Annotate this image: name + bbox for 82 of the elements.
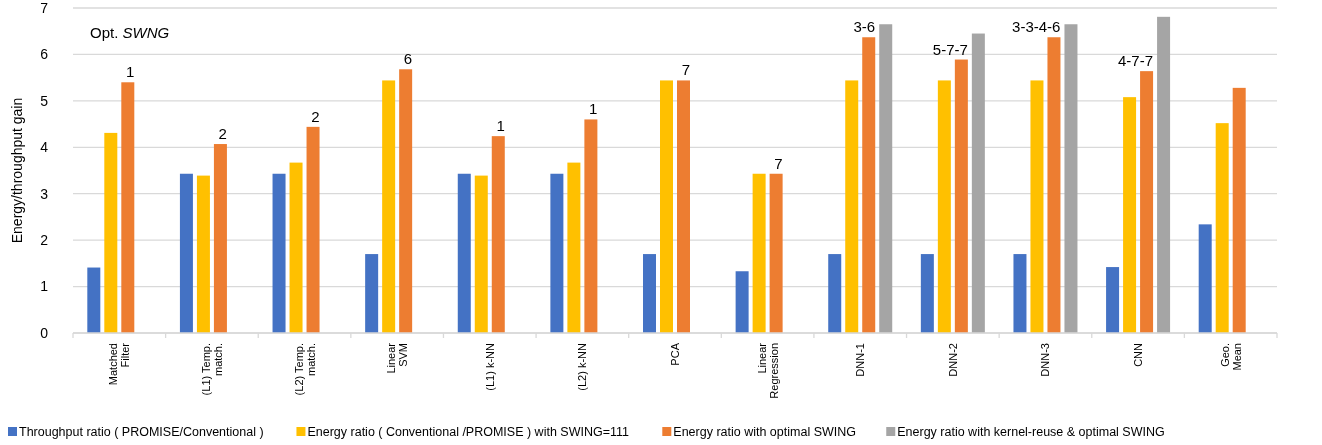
bar [1157, 16, 1171, 333]
y-tick-label: 7 [40, 0, 49, 16]
x-tick-label: Geo. Mean [1218, 343, 1243, 371]
bar [104, 132, 118, 333]
bar [1123, 97, 1137, 333]
bar [862, 37, 876, 333]
bar [769, 173, 783, 333]
x-tick-label: (L1) k-NN [483, 342, 496, 391]
y-tick-label: 6 [40, 46, 49, 63]
bar [1198, 224, 1212, 333]
bar [121, 82, 135, 333]
bar [306, 126, 320, 333]
x-tick-label: DNN-1 [854, 343, 867, 377]
x-tick-label: Linear Regression [755, 342, 780, 399]
legend-label: Energy ratio ( Conventional /PROMISE ) with SWING=111 [307, 425, 630, 439]
y-axis-title: Energy/throughput gain [9, 97, 25, 244]
annotation: 1 [496, 117, 505, 135]
bar [1064, 24, 1078, 333]
annotation: 2 [311, 107, 320, 125]
x-tick-label: PCA [669, 342, 681, 366]
bar [491, 136, 505, 333]
bar [735, 271, 749, 333]
bar [752, 173, 766, 333]
y-tick-label: 1 [40, 278, 49, 295]
x-tick-label: CNN [1132, 342, 1145, 367]
bar [213, 144, 227, 333]
annotation: 7 [681, 61, 690, 79]
annotation: 7 [774, 154, 783, 172]
bar [677, 80, 690, 333]
legend-label: Throughput ratio ( PROMISE/Conventional ) [19, 425, 264, 439]
annotation: 5-7-7 [932, 40, 968, 58]
bar [1013, 254, 1027, 333]
y-tick-label: 0 [40, 324, 49, 341]
bar [550, 173, 564, 333]
bar [643, 254, 656, 333]
bar [584, 119, 598, 333]
bar [920, 254, 934, 333]
bar [828, 254, 842, 333]
x-tick-label: (L1) Temp. match. [199, 343, 224, 396]
bar [1215, 123, 1229, 333]
annotation: 3-3-4-6 [1012, 18, 1061, 36]
bar [1030, 80, 1044, 333]
bar [971, 33, 985, 333]
bar [1140, 71, 1154, 333]
legend-label: Energy ratio with optimal SWING [673, 425, 856, 439]
bar [365, 254, 379, 333]
legend-label: Energy ratio with kernel-reuse & optimal SWING [897, 425, 1165, 439]
annotation: 1 [125, 63, 135, 81]
annotation: Opt. SWNG [90, 24, 170, 42]
bar [937, 80, 951, 333]
x-tick-label: Matched Filter [107, 342, 132, 386]
bar [179, 173, 193, 333]
x-tick-label: (L2) k-NN [576, 342, 589, 391]
bar [567, 162, 581, 333]
bar [382, 80, 396, 333]
y-tick-label: 2 [40, 232, 49, 249]
bar [1047, 37, 1061, 333]
y-tick-label: 3 [40, 185, 49, 202]
x-tick-label: DNN-2 [946, 343, 959, 377]
x-tick-label: DNN-3 [1039, 343, 1052, 377]
bar [87, 267, 101, 333]
bar [660, 80, 673, 333]
bar [1232, 87, 1246, 333]
bar [399, 69, 413, 333]
bar [457, 173, 471, 333]
annotation: 6 [403, 50, 413, 68]
annotation: 1 [589, 100, 598, 118]
x-tick-label: Linear SVM [385, 342, 410, 374]
bar [845, 80, 859, 333]
bar [879, 24, 893, 333]
bar [1106, 267, 1120, 333]
x-tick-label: (L2) Temp. match. [292, 343, 317, 396]
bar [196, 175, 210, 333]
bar [289, 162, 303, 333]
annotation: 2 [218, 125, 227, 143]
annotation: 4-7-7 [1118, 52, 1154, 70]
annotation: 3-6 [853, 18, 876, 36]
bar [272, 173, 286, 333]
y-tick-label: 4 [40, 139, 49, 156]
y-tick-label: 5 [40, 92, 49, 109]
bar [474, 175, 488, 333]
bar [954, 59, 968, 333]
